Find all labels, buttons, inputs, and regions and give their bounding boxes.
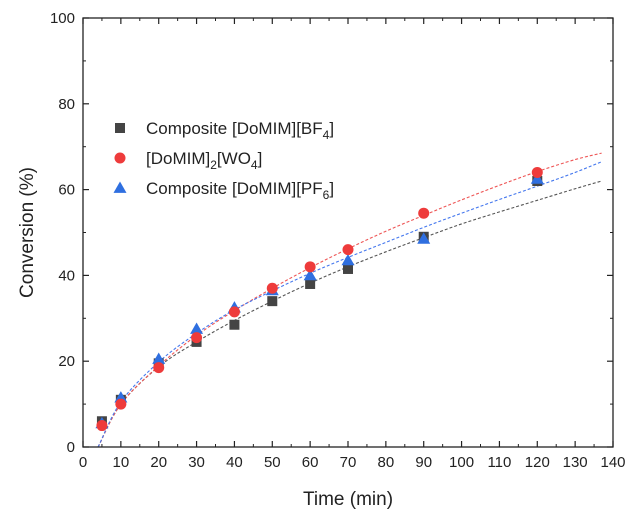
- y-tick-label: 60: [58, 182, 75, 199]
- data-point-circle: [418, 207, 430, 219]
- data-point-circle: [191, 332, 203, 344]
- data-point-triangle: [417, 232, 431, 244]
- data-point-square: [343, 263, 353, 274]
- data-point-square: [267, 296, 278, 307]
- data-point-circle: [342, 244, 354, 256]
- legend: Composite [DoMIM][BF4] [DoMIM]2[WO4] Compo…: [113, 119, 334, 202]
- data-point-circle: [531, 166, 543, 178]
- x-tick-label: 40: [226, 454, 243, 471]
- data-point-circle: [96, 420, 108, 432]
- y-tick-label: 100: [50, 10, 75, 27]
- data-point-triangle: [303, 268, 317, 281]
- data-point-triangle: [530, 172, 544, 184]
- plot-frame: [82, 17, 614, 448]
- data-point-triangle: [152, 352, 166, 364]
- y-tick-label: 0: [67, 439, 75, 456]
- data-point-circle: [153, 362, 165, 374]
- data-points: [95, 166, 544, 432]
- x-tick-label: 100: [449, 454, 474, 471]
- x-tick-label: 90: [415, 454, 432, 471]
- y-axis-title: Conversion (%): [17, 167, 38, 298]
- y-tick-label: 20: [58, 353, 75, 370]
- x-tick-label: 60: [302, 454, 319, 471]
- x-tick-label: 20: [150, 454, 167, 471]
- data-point-square: [305, 278, 316, 289]
- legend-label: Composite [DoMIM][BF4]: [146, 119, 334, 142]
- fit-curve-triangle: [97, 161, 602, 448]
- x-axis-title: Time (min): [303, 489, 393, 510]
- data-point-triangle: [341, 253, 355, 266]
- data-point-triangle: [190, 322, 204, 334]
- x-tick-label: 140: [600, 454, 625, 471]
- x-tick-label: 130: [563, 454, 588, 471]
- data-point-circle: [266, 282, 278, 294]
- x-tick-label: 110: [487, 454, 511, 471]
- legend-label: Composite [DoMIM][PF6]: [146, 179, 334, 202]
- legend-marker-square: [115, 123, 125, 133]
- x-tick-label: 80: [378, 454, 395, 471]
- data-point-square: [229, 319, 240, 330]
- legend-marker-circle: [114, 152, 126, 164]
- data-point-circle: [304, 261, 316, 273]
- data-point-circle: [115, 398, 127, 410]
- tick-labels: 0 10 20 30 40 50 60 70 80 90 100 110 120 130 140 0 20 40 6…: [50, 10, 626, 471]
- x-tick-label: 70: [340, 454, 357, 471]
- x-tick-label: 10: [113, 454, 130, 471]
- legend-marker-triangle: [113, 181, 127, 193]
- axis-ticks: [82, 17, 614, 448]
- x-tick-label: 50: [264, 454, 281, 471]
- y-tick-label: 80: [58, 96, 75, 113]
- y-tick-label: 40: [58, 267, 75, 284]
- legend-label: [DoMIM]2[WO4]: [146, 149, 262, 172]
- fit-curve-square: [97, 180, 602, 448]
- data-point-circle: [228, 306, 240, 318]
- x-tick-label: 120: [525, 454, 550, 471]
- x-tick-label: 0: [79, 454, 87, 471]
- x-tick-label: 30: [188, 454, 205, 471]
